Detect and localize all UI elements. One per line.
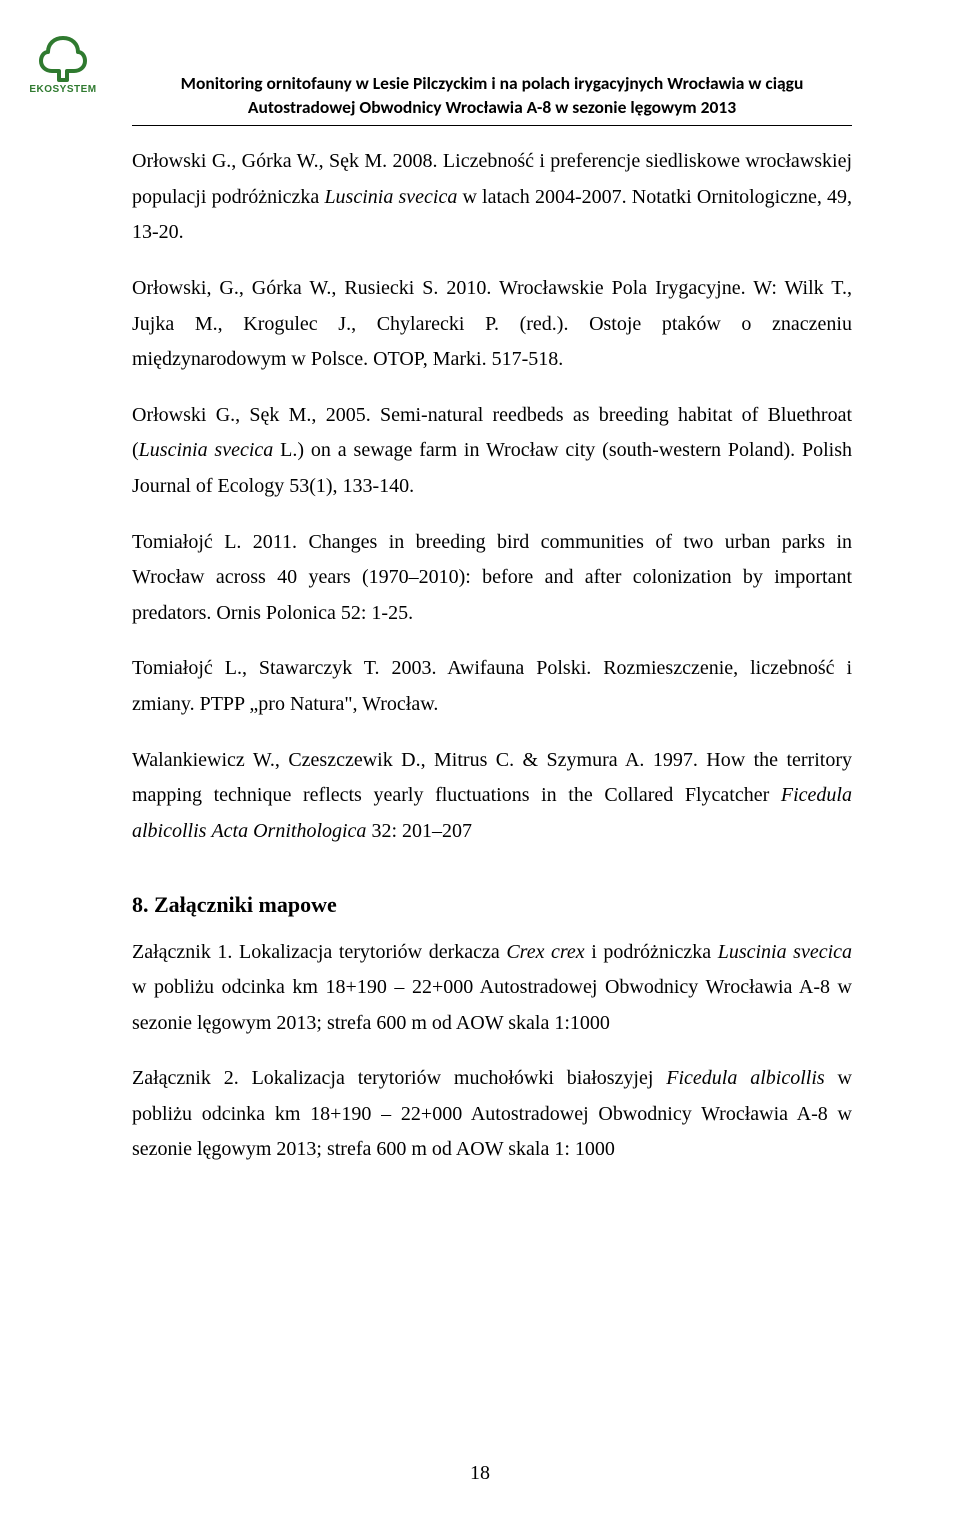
species-name: Luscinia svecica xyxy=(324,186,457,208)
attachment-2: Załącznik 2. Lokalizacja terytoriów much… xyxy=(132,1061,852,1168)
reference-3: Orłowski G., Sęk M., 2005. Semi-natural … xyxy=(132,398,852,505)
reference-6: Walankiewicz W., Czeszczewik D., Mitrus … xyxy=(132,743,852,850)
attachment-1: Załącznik 1. Lokalizacja terytoriów derk… xyxy=(132,935,852,1042)
logo-label: EKOSYSTEM xyxy=(18,84,108,95)
header-line-2: Autostradowej Obwodnicy Wrocławia A-8 w … xyxy=(248,96,736,118)
species-name: Ficedula albicollis xyxy=(666,1067,824,1089)
reference-5: Tomiałojć L., Stawarczyk T. 2003. Awifau… xyxy=(132,651,852,722)
species-name: Luscinia svecica xyxy=(718,941,852,963)
section-heading: 8. Załączniki mapowe xyxy=(132,885,852,924)
page-container: EKOSYSTEM Monitoring ornitofauny w Lesie… xyxy=(0,0,960,1533)
species-name: Luscinia svecica xyxy=(139,439,274,461)
tree-icon xyxy=(36,34,90,82)
body-text: Orłowski G., Górka W., Sęk M. 2008. Licz… xyxy=(132,144,852,1168)
header-line-1: Monitoring ornitofauny w Lesie Pilczycki… xyxy=(181,72,804,94)
page-number: 18 xyxy=(0,1462,960,1485)
running-header: Monitoring ornitofauny w Lesie Pilczycki… xyxy=(132,72,852,126)
reference-2: Orłowski, G., Górka W., Rusiecki S. 2010… xyxy=(132,271,852,378)
species-name: Crex crex xyxy=(506,941,584,963)
reference-4: Tomiałojć L. 2011. Changes in breeding b… xyxy=(132,525,852,632)
reference-1: Orłowski G., Górka W., Sęk M. 2008. Licz… xyxy=(132,144,852,251)
journal-name: Acta Ornithologica xyxy=(211,820,366,842)
logo-block: EKOSYSTEM xyxy=(18,34,108,95)
